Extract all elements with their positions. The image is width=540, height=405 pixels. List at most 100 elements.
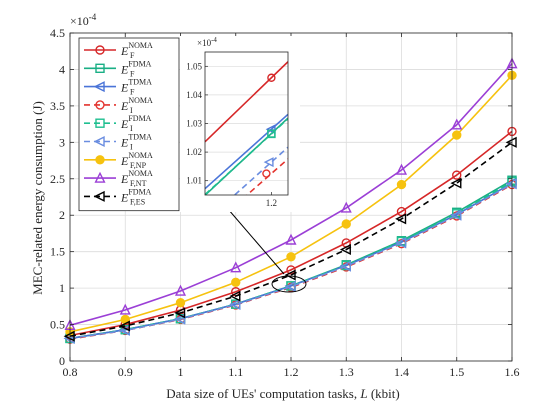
data-point-marker: [95, 155, 105, 165]
inset-zoom: 1.01 1.02 1.03 1.04 1.05 1.2 ×10-4: [180, 36, 300, 212]
x-axis-label: Data size of UEs' computation tasks, L (…: [166, 386, 399, 401]
legend-entry: ETDMA F: [84, 78, 152, 97]
inset-y-tick-label: 1.03: [186, 119, 202, 129]
y-tick-label: 4.5: [50, 26, 65, 40]
inset-series-line: [205, 118, 288, 195]
legend-label: ENOMA F,NP: [120, 151, 153, 170]
x-tick-label: 1.2: [284, 365, 299, 379]
tick-labels: 0.8 0.9 1 1.1 1.2 1.3 1.4 1.5 1.6 0 0.5 1 1.5 2 2.5 3 3.…: [50, 26, 520, 379]
data-point-marker: [263, 157, 274, 168]
legend-label: EFDMA F: [120, 59, 152, 78]
zoom-region-ellipse: [271, 275, 307, 293]
legend-entry: EFDMA I: [84, 114, 152, 133]
data-point-marker: [119, 303, 131, 315]
legend-entry: ETDMA I: [84, 133, 152, 152]
data-point-marker: [93, 81, 105, 93]
data-point-marker: [451, 118, 463, 130]
data-point-marker: [395, 213, 407, 225]
y-tick-label: 3.5: [50, 99, 65, 113]
data-point-marker: [452, 170, 462, 180]
data-point-marker: [339, 260, 351, 272]
y-tick-label: 0: [59, 354, 65, 368]
y-tick-label: 3: [59, 135, 65, 149]
y-tick-label: 0.5: [50, 318, 65, 332]
legend-label: ENOMA F: [120, 41, 153, 60]
data-point-marker: [267, 129, 276, 139]
data-point-marker: [118, 320, 130, 332]
legend-label: ENOMA F,NT: [120, 169, 153, 188]
series-lines: [63, 57, 518, 344]
data-point-marker: [265, 124, 276, 135]
x-tick-label: 1.3: [339, 365, 354, 379]
legend-label: EFDMA F,ES: [120, 187, 152, 206]
data-point-marker: [174, 307, 186, 319]
data-point-marker: [267, 73, 276, 82]
inset-series: [205, 61, 288, 195]
plot-frame: [69, 32, 513, 362]
data-point-marker: [229, 298, 241, 311]
legend-entry: ENOMA F: [84, 41, 153, 60]
inset-exponent-label: ×10-4: [197, 36, 217, 48]
legend-label: ETDMA F: [120, 78, 152, 97]
x-tick-label: 1: [178, 365, 184, 379]
x-tick-label: 1.5: [449, 365, 464, 379]
data-point-marker: [284, 269, 296, 281]
legend-label: EFDMA I: [120, 114, 152, 133]
y-exponent-label: ×10-4: [70, 12, 97, 28]
data-point-marker: [175, 297, 186, 308]
series-line: [69, 183, 513, 340]
inset-series-line: [233, 146, 288, 195]
inset-x-tick-label: 1.2: [266, 198, 277, 208]
y-tick-label: 1.5: [50, 245, 65, 259]
legend-entry: ENOMA F,NT: [84, 169, 153, 188]
y-tick-label: 1: [59, 281, 65, 295]
data-point-marker: [95, 100, 105, 110]
data-point-marker: [262, 169, 271, 178]
data-point-marker: [452, 130, 462, 140]
x-tick-label: 1.1: [228, 365, 243, 379]
y-tick-label: 2: [59, 208, 65, 222]
inset-series-line: [205, 113, 288, 190]
data-point-marker: [339, 243, 351, 256]
legend-entry: ENOMA F,NP: [84, 151, 153, 170]
legend-label: ETDMA I: [120, 133, 152, 152]
legend-entry: EFDMA F: [84, 59, 152, 78]
inset-y-tick-label: 1.05: [186, 61, 202, 71]
y-axis-label: MEC-related energy consumption (J): [30, 101, 45, 295]
x-tick-label: 0.9: [118, 365, 133, 379]
x-tick-label: 1.6: [505, 365, 520, 379]
x-tick-label: 0.8: [63, 365, 78, 379]
legend-label: ENOMA I: [120, 96, 153, 115]
data-point-marker: [450, 209, 462, 221]
legend-entry: EFDMA F,ES: [84, 187, 152, 206]
x-tick-label: 1.4: [394, 365, 409, 379]
data-point-marker: [284, 281, 296, 293]
data-point-marker: [94, 171, 106, 183]
data-point-marker: [341, 219, 351, 229]
data-point-marker: [95, 45, 105, 55]
series-line: [69, 130, 513, 337]
series-line: [69, 141, 513, 337]
data-point-marker: [95, 63, 105, 74]
data-point-marker: [396, 179, 407, 190]
series-line: [69, 63, 513, 327]
y-tick-label: 2.5: [50, 172, 65, 186]
data-point-marker: [395, 237, 407, 249]
data-point-marker: [396, 206, 407, 217]
y-tick-label: 4: [59, 62, 65, 76]
data-point-marker: [285, 233, 297, 245]
legend-entry: ENOMA I: [84, 96, 153, 115]
data-point-marker: [93, 190, 105, 202]
inset-background: [180, 36, 300, 212]
inset-y-tick-label: 1.04: [186, 90, 202, 100]
data-point-marker: [231, 277, 241, 287]
inset-y-tick-label: 1.01: [186, 176, 202, 186]
series-7: [64, 57, 518, 330]
data-point-marker: [95, 118, 105, 128]
data-point-marker: [174, 284, 187, 296]
inset-y-tick-label: 1.02: [186, 147, 202, 157]
data-point-marker: [174, 313, 186, 325]
inset-series-line: [245, 158, 288, 195]
